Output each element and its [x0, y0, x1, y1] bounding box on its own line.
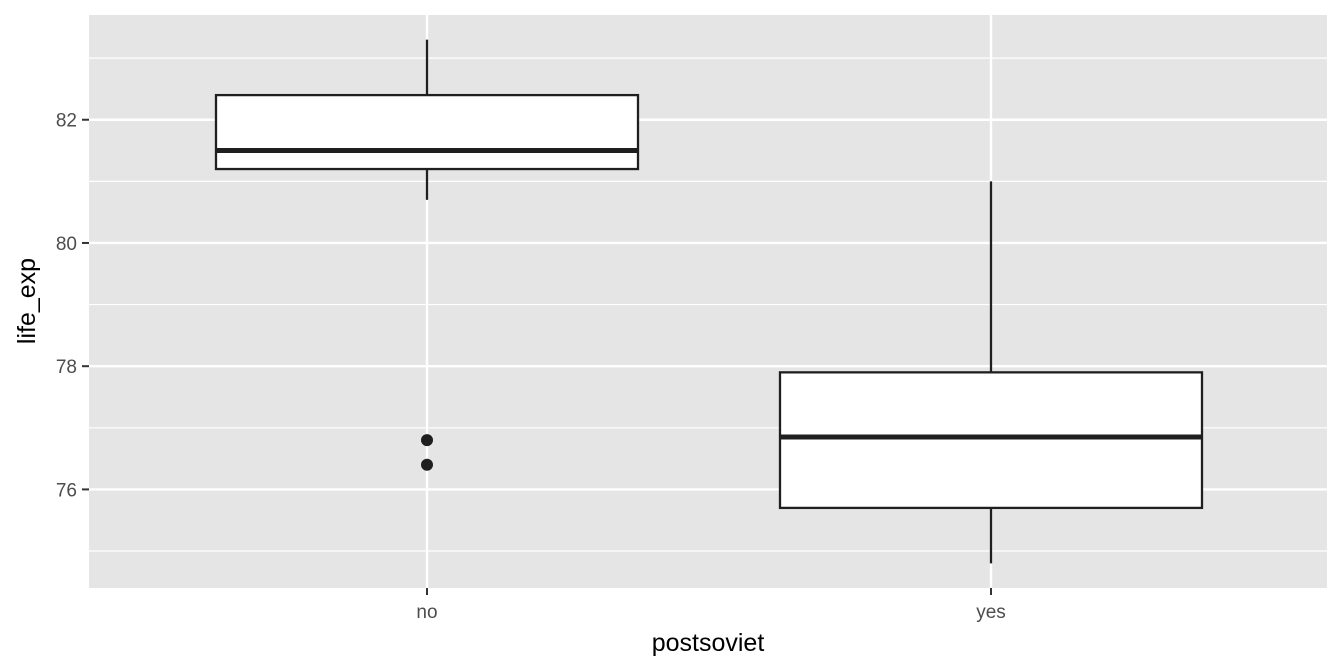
box-yes: [778, 181, 1204, 564]
x-tick-label: yes: [976, 602, 1006, 623]
x-tick-label: no: [416, 602, 437, 623]
y-tick-label: 76: [56, 480, 77, 501]
y-tick-label: 78: [56, 357, 77, 378]
outlier-point: [421, 434, 433, 447]
x-axis-title: postsoviet: [652, 629, 765, 657]
y-tick-label: 80: [56, 234, 77, 255]
y-tick-label: 82: [56, 111, 77, 132]
minor-gridlines: [89, 57, 1327, 552]
x-axis: no yes: [416, 588, 1006, 623]
outlier-point: [421, 458, 433, 471]
box-layer: [214, 39, 1204, 564]
box-no: [214, 39, 640, 471]
iqr-box: [214, 93, 640, 171]
y-axis-title: life_exp: [13, 258, 41, 344]
y-axis: 76 78 80 82: [56, 111, 89, 501]
iqr-box: [778, 371, 1204, 510]
